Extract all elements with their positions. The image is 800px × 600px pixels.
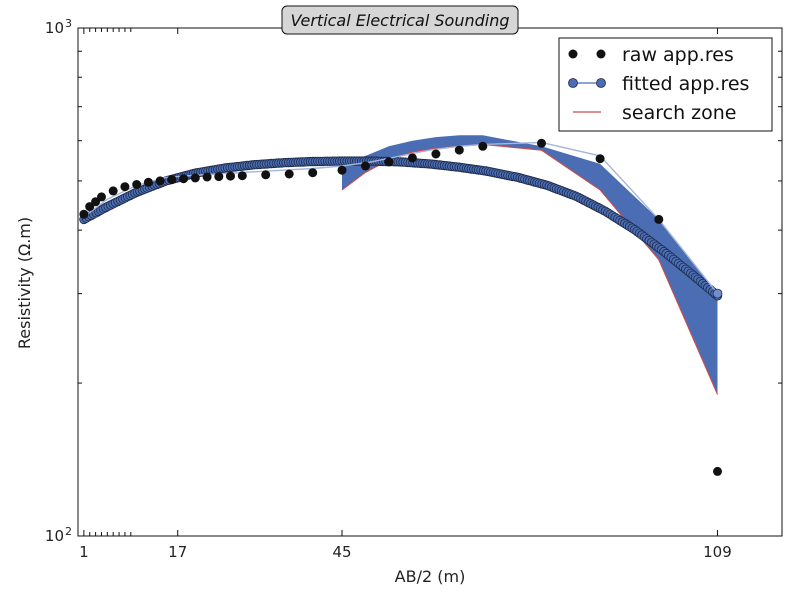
legend-marker-raw-2 bbox=[596, 49, 606, 59]
legend-marker-fitted-2 bbox=[596, 78, 606, 88]
model-curve bbox=[79, 156, 723, 301]
title-box: Vertical Electrical Sounding bbox=[281, 5, 519, 35]
title-background bbox=[281, 5, 519, 35]
raw-point bbox=[85, 202, 95, 212]
raw-point bbox=[361, 161, 370, 171]
y-tick-label: 10 bbox=[45, 19, 64, 37]
raw-point bbox=[261, 170, 271, 180]
raw-point bbox=[120, 182, 130, 192]
raw-point bbox=[226, 171, 235, 181]
raw-point bbox=[654, 214, 664, 224]
raw-point bbox=[190, 173, 200, 183]
raw-point bbox=[202, 172, 212, 182]
legend: raw app.res fitted app.res search zone bbox=[558, 37, 773, 132]
legend-label-raw: raw app.res bbox=[622, 44, 734, 66]
raw-point bbox=[537, 138, 546, 148]
raw-points bbox=[79, 138, 722, 476]
legend-label-fitted: fitted app.res bbox=[622, 73, 749, 95]
raw-point bbox=[108, 186, 118, 196]
raw-point bbox=[132, 180, 142, 189]
chart-title: Vertical Electrical Sounding bbox=[290, 11, 509, 30]
raw-point bbox=[214, 172, 224, 182]
raw-point bbox=[308, 168, 318, 178]
x-tick-label: 45 bbox=[332, 543, 351, 561]
x-tick-label: 109 bbox=[703, 543, 732, 561]
raw-point bbox=[79, 209, 89, 219]
raw-point bbox=[407, 153, 417, 163]
raw-point bbox=[595, 154, 605, 164]
series-layer bbox=[79, 135, 723, 476]
fitted-point bbox=[712, 288, 723, 299]
x-tick-label: 1 bbox=[79, 543, 89, 561]
legend-marker-fitted-1 bbox=[568, 78, 578, 88]
raw-point bbox=[337, 165, 347, 175]
legend-box bbox=[558, 37, 773, 132]
raw-point bbox=[431, 149, 441, 159]
raw-point bbox=[454, 145, 464, 155]
legend-label-search-zone: search zone bbox=[622, 102, 736, 124]
y-tick-exponent: 3 bbox=[65, 17, 72, 30]
legend-marker-raw-1 bbox=[568, 49, 578, 59]
raw-point bbox=[155, 176, 165, 186]
raw-point bbox=[713, 466, 722, 476]
raw-point bbox=[237, 171, 247, 181]
raw-point bbox=[167, 175, 177, 185]
x-tick-label: 17 bbox=[168, 543, 187, 561]
search-zone-fill bbox=[342, 135, 718, 395]
x-axis-label: AB/2 (m) bbox=[395, 567, 466, 586]
y-tick-exponent: 2 bbox=[65, 525, 72, 538]
raw-point bbox=[478, 141, 488, 151]
raw-point bbox=[143, 177, 153, 187]
raw-point bbox=[97, 192, 106, 202]
y-axis-label: Resistivity (Ω.m) bbox=[15, 217, 34, 349]
raw-point bbox=[284, 169, 294, 179]
raw-point bbox=[384, 157, 394, 167]
y-tick-label: 10 bbox=[45, 527, 64, 545]
raw-point bbox=[179, 174, 189, 184]
